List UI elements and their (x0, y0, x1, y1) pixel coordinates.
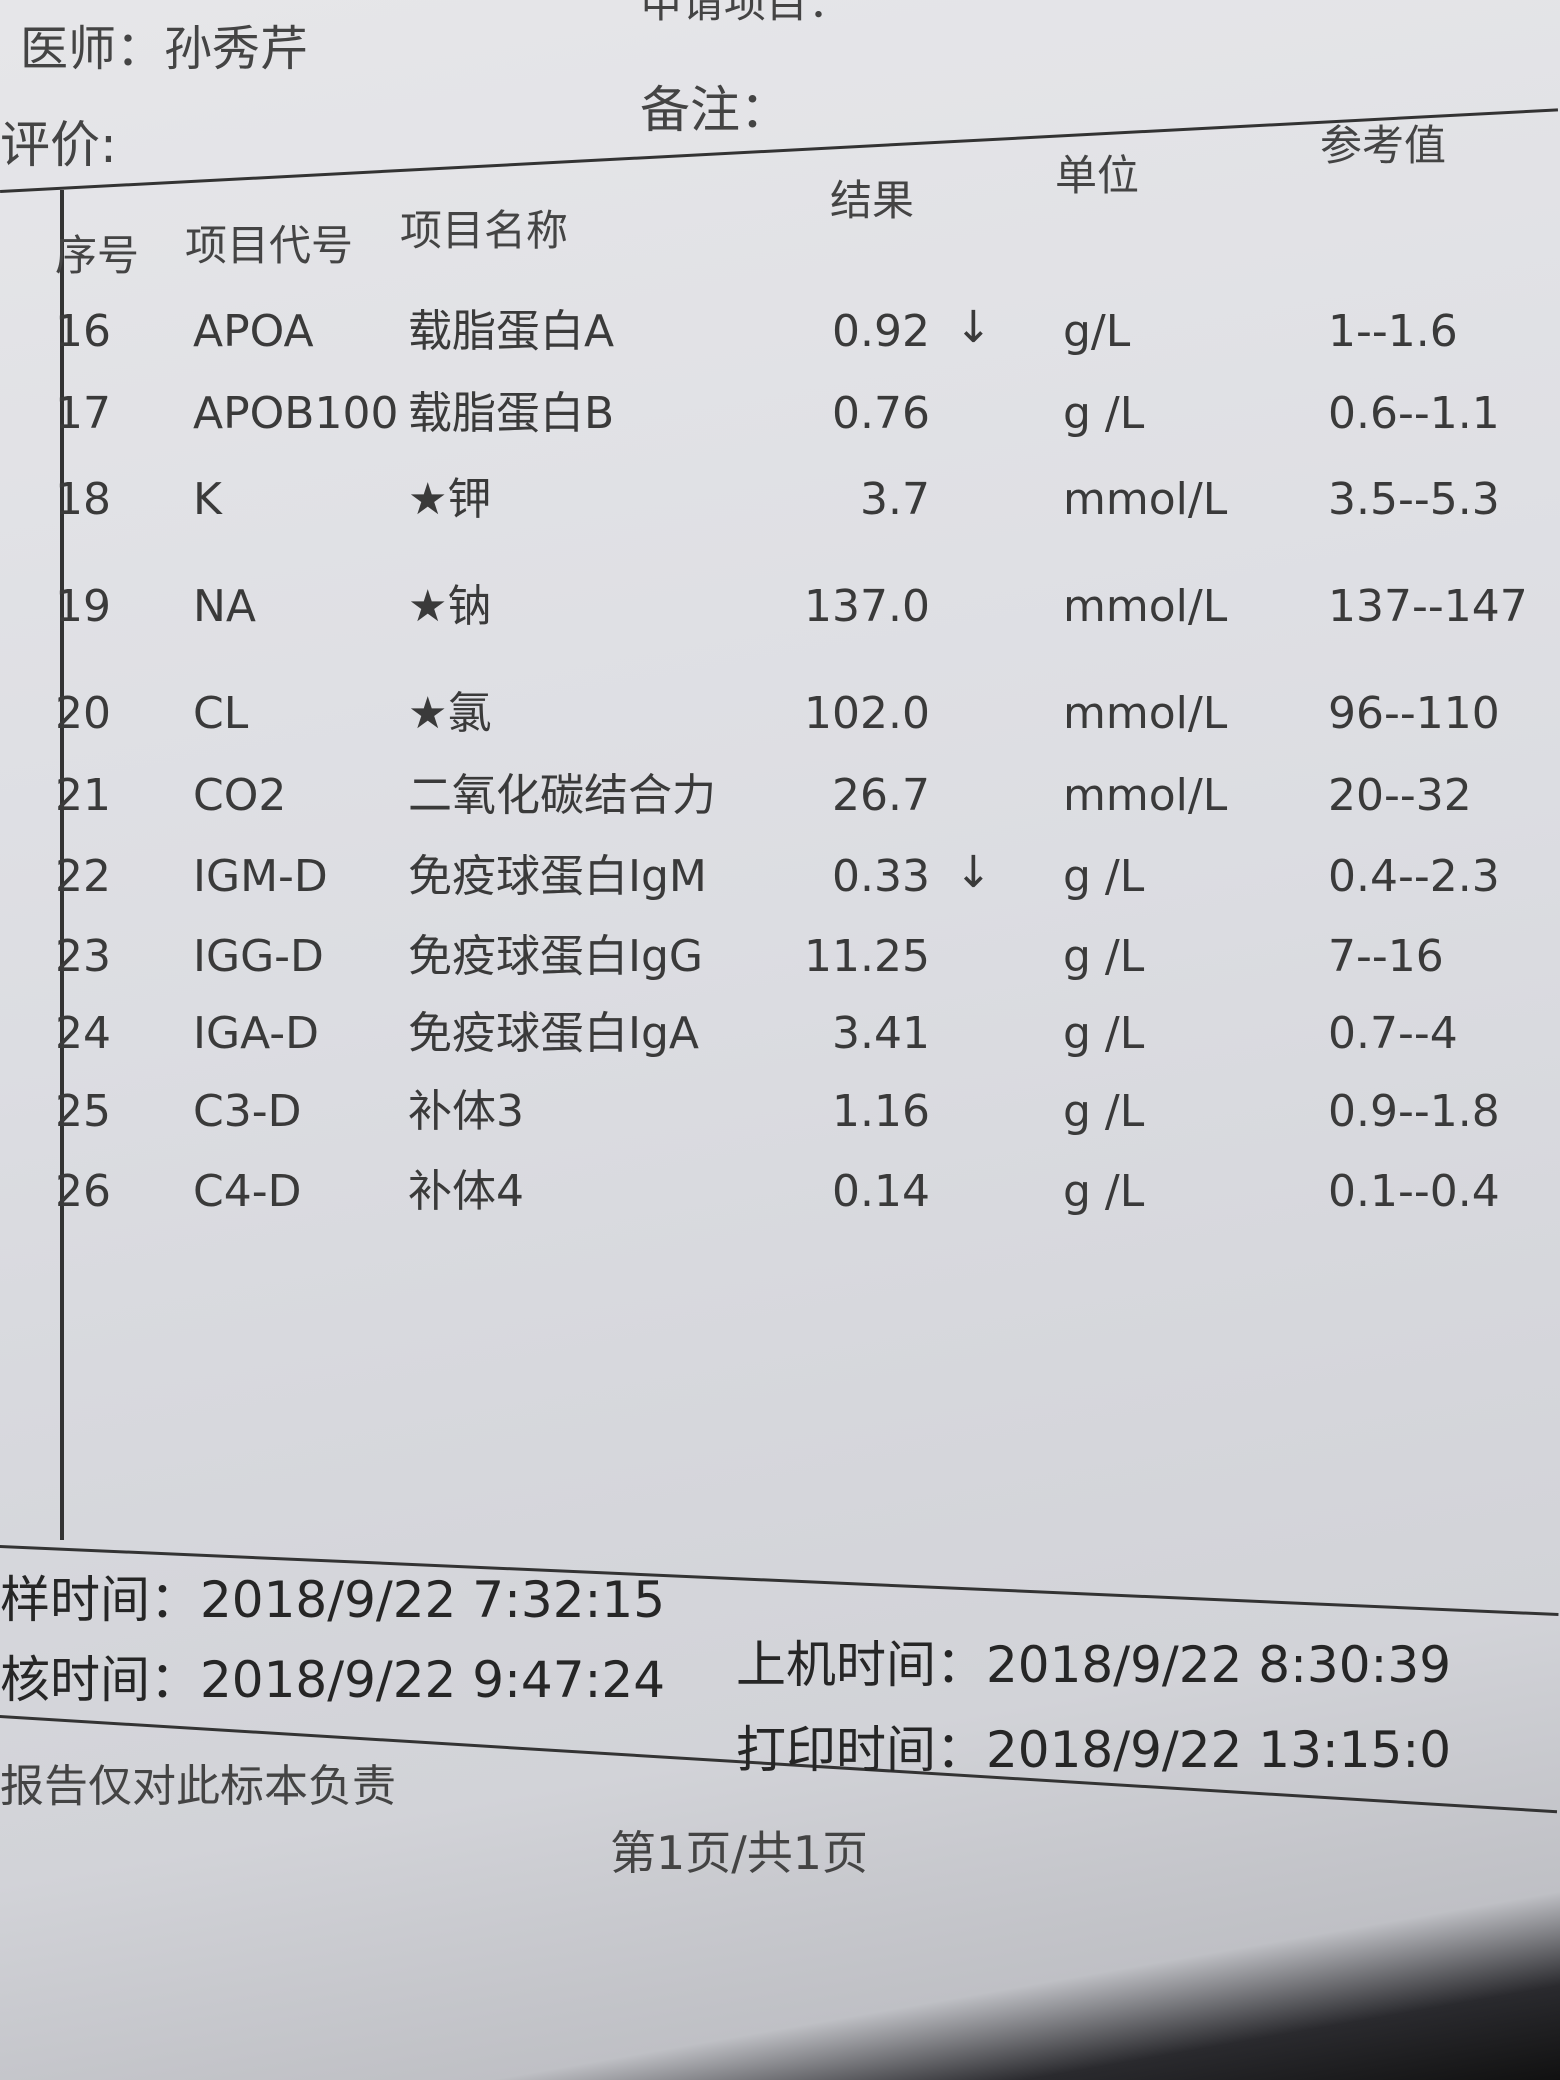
item-code: IGA-D (193, 1008, 319, 1059)
unit: mmol/L (1063, 581, 1228, 632)
row-number: 23 (55, 931, 111, 982)
item-code: IGM-D (193, 851, 328, 902)
item-name: 载脂蛋白B (408, 388, 615, 439)
reference-range: 0.6--1.1 (1328, 388, 1500, 439)
unit: g /L (1063, 1086, 1145, 1137)
result: 1.16 (832, 1086, 930, 1137)
item-code: IGG-D (193, 931, 324, 982)
reference-range: 3.5--5.3 (1328, 474, 1500, 525)
item-name: 载脂蛋白A (408, 306, 615, 357)
request-items: 申请项目： (640, 0, 851, 27)
abnormal-flag: ↓ (955, 302, 992, 353)
reference-range: 0.1--0.4 (1328, 1166, 1500, 1217)
result: 0.76 (832, 388, 930, 439)
result: 3.7 (860, 474, 930, 525)
machine-time: 上机时间：2018/9/22 8:30:39 (736, 1636, 1452, 1694)
item-code: CL (193, 688, 249, 739)
item-code: APOB100 (193, 388, 399, 439)
row-number: 24 (55, 1008, 111, 1059)
result: 0.33 (832, 851, 930, 902)
item-name: ★钾 (408, 474, 492, 525)
item-code: C3-D (193, 1086, 302, 1137)
evaluation: 评价: (0, 116, 117, 174)
unit: g /L (1063, 388, 1145, 439)
column-header: 结果 (830, 176, 915, 225)
item-code: APOA (193, 306, 314, 357)
column-header: 项目代号 (185, 221, 354, 270)
result: 102.0 (804, 688, 930, 739)
row-number: 16 (55, 306, 111, 357)
item-name: ★钠 (408, 581, 492, 632)
unit: mmol/L (1063, 688, 1228, 739)
reference-range: 0.4--2.3 (1328, 851, 1500, 902)
result: 3.41 (832, 1008, 930, 1059)
result: 26.7 (832, 770, 930, 821)
reference-range: 20--32 (1328, 770, 1472, 821)
row-number: 21 (55, 770, 111, 821)
item-name: 补体3 (408, 1086, 524, 1137)
unit: mmol/L (1063, 474, 1228, 525)
row-number: 20 (55, 688, 111, 739)
item-code: C4-D (193, 1166, 302, 1217)
item-name: 补体4 (408, 1166, 524, 1217)
result: 11.25 (804, 931, 930, 982)
column-header: 单位 (1055, 151, 1140, 200)
result: 0.14 (832, 1166, 930, 1217)
reference-range: 96--110 (1328, 688, 1500, 739)
remark: 备注： (640, 81, 790, 139)
column-header: 项目名称 (400, 206, 569, 255)
print-time: 打印时间：2018/9/22 13:15:0 (736, 1721, 1452, 1779)
unit: g /L (1063, 1008, 1145, 1059)
column-header: 参考值 (1320, 121, 1447, 170)
reference-range: 137--147 (1328, 581, 1528, 632)
item-code: CO2 (193, 770, 287, 821)
page-number: 第1页/共1页 (610, 1826, 869, 1880)
item-code: NA (193, 581, 257, 632)
result: 0.92 (832, 306, 930, 357)
row-number: 18 (55, 474, 111, 525)
unit: g /L (1063, 851, 1145, 902)
item-name: 免疫球蛋白IgM (408, 851, 707, 902)
row-number: 22 (55, 851, 111, 902)
left-rule (60, 190, 64, 1540)
unit: g /L (1063, 931, 1145, 982)
row-number: 17 (55, 388, 111, 439)
reference-range: 0.9--1.8 (1328, 1086, 1500, 1137)
reference-range: 7--16 (1328, 931, 1444, 982)
column-header: 序号 (55, 231, 140, 280)
row-number: 25 (55, 1086, 111, 1137)
result: 137.0 (804, 581, 930, 632)
abnormal-flag: ↓ (955, 847, 992, 898)
review-time: 核时间：2018/9/22 9:47:24 (0, 1651, 666, 1709)
reference-range: 1--1.6 (1328, 306, 1458, 357)
item-code: K (193, 474, 222, 525)
row-number: 19 (55, 581, 111, 632)
unit: g/L (1063, 306, 1131, 357)
item-name: 免疫球蛋白IgG (408, 931, 704, 982)
unit: g /L (1063, 1166, 1145, 1217)
sampling-time: 样时间：2018/9/22 7:32:15 (0, 1571, 666, 1629)
doctor: 医师：孙秀芹 (20, 21, 309, 77)
item-name: ★氯 (408, 688, 492, 739)
reference-range: 0.7--4 (1328, 1008, 1458, 1059)
disclaimer: 报告仅对此标本负责 (0, 1761, 396, 1812)
unit: mmol/L (1063, 770, 1228, 821)
row-number: 26 (55, 1166, 111, 1217)
item-name: 二氧化碳结合力 (408, 770, 716, 821)
item-name: 免疫球蛋白IgA (408, 1008, 700, 1059)
